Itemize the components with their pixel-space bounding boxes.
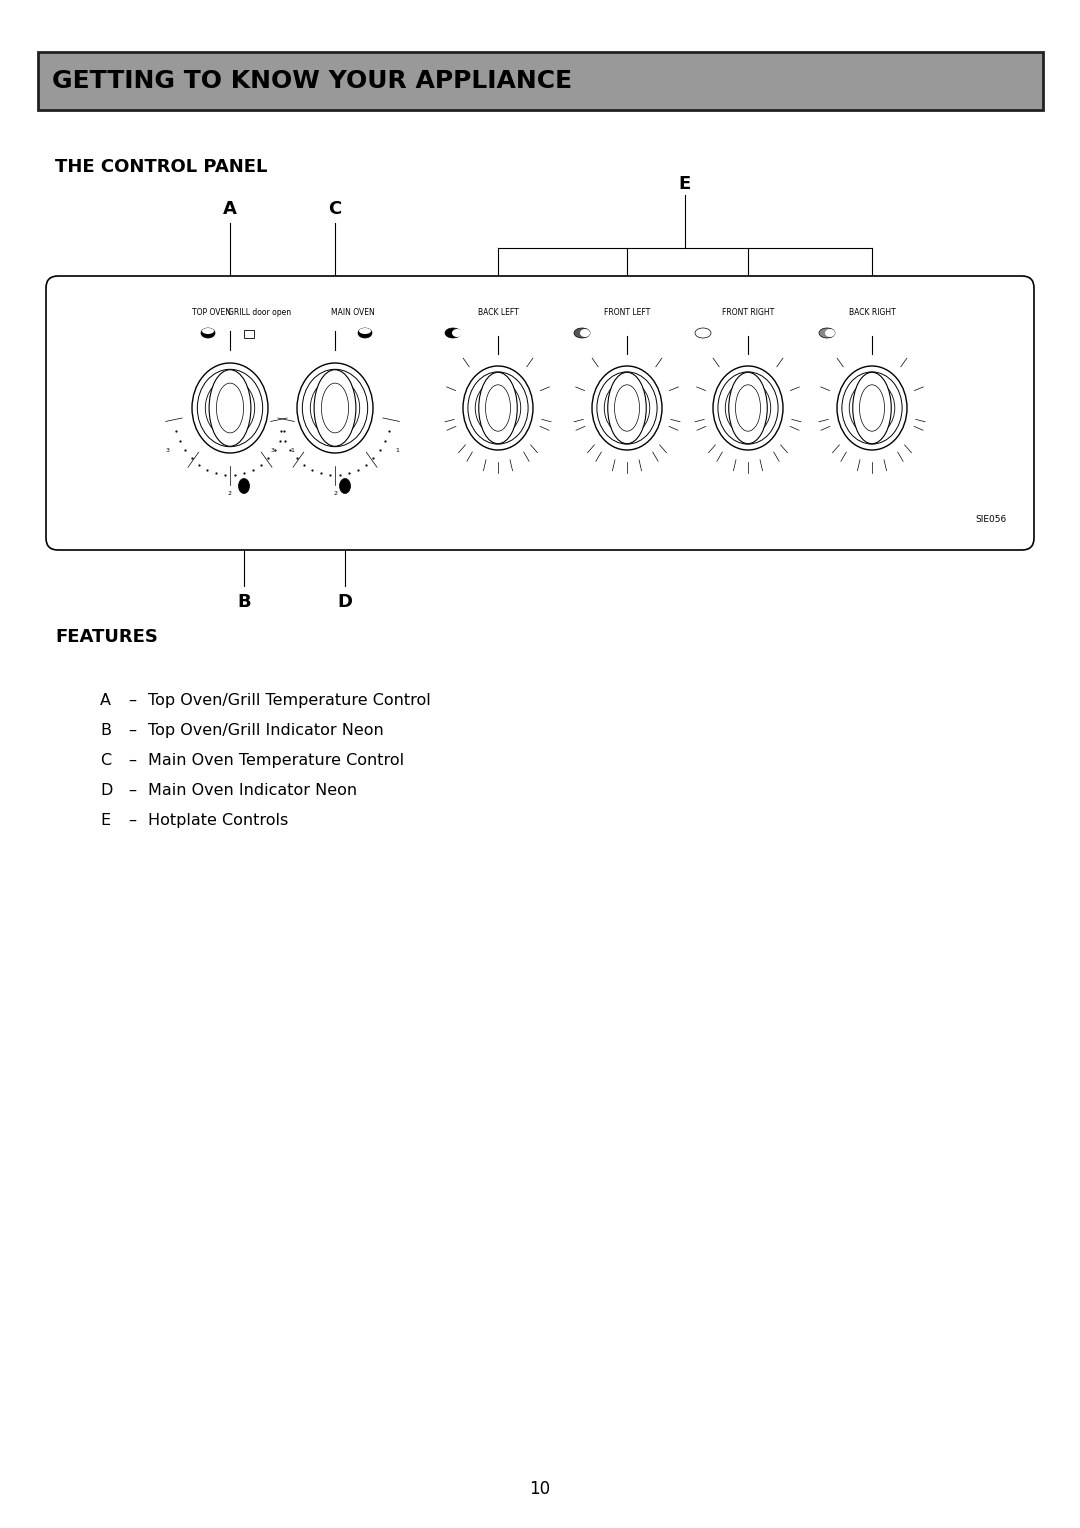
Ellipse shape (615, 385, 639, 431)
Ellipse shape (597, 371, 657, 445)
Text: SIE056: SIE056 (975, 515, 1007, 524)
Text: FRONT RIGHT: FRONT RIGHT (721, 309, 774, 316)
Ellipse shape (604, 380, 650, 435)
Ellipse shape (853, 373, 891, 443)
Ellipse shape (445, 329, 461, 338)
Ellipse shape (314, 370, 356, 446)
Text: C: C (100, 753, 111, 769)
Text: TOP OVEN: TOP OVEN (192, 309, 231, 316)
Text: BACK RIGHT: BACK RIGHT (849, 309, 895, 316)
Ellipse shape (463, 367, 534, 451)
Text: –: – (129, 753, 136, 769)
Text: 3: 3 (165, 448, 170, 454)
Ellipse shape (842, 371, 902, 445)
Ellipse shape (837, 367, 907, 451)
Ellipse shape (718, 371, 778, 445)
Text: GETTING TO KNOW YOUR APPLIANCE: GETTING TO KNOW YOUR APPLIANCE (52, 69, 572, 93)
Text: –: – (129, 723, 136, 738)
Ellipse shape (359, 329, 372, 335)
Text: B: B (238, 593, 251, 611)
Ellipse shape (239, 478, 249, 494)
Ellipse shape (729, 373, 767, 443)
Ellipse shape (357, 329, 372, 338)
Text: 2: 2 (228, 490, 232, 497)
FancyBboxPatch shape (46, 277, 1034, 550)
Text: MAIN OVEN: MAIN OVEN (332, 309, 375, 316)
Text: E: E (679, 176, 691, 193)
Ellipse shape (468, 371, 528, 445)
Ellipse shape (202, 329, 214, 335)
Ellipse shape (860, 385, 885, 431)
Ellipse shape (573, 329, 590, 338)
Text: A: A (100, 694, 111, 707)
Ellipse shape (735, 385, 760, 431)
Ellipse shape (849, 380, 894, 435)
Text: B: B (100, 723, 111, 738)
Text: Main Oven Temperature Control: Main Oven Temperature Control (148, 753, 404, 769)
Ellipse shape (580, 329, 590, 338)
Text: 2: 2 (333, 490, 337, 497)
Text: D: D (337, 593, 352, 611)
Ellipse shape (310, 379, 360, 437)
Ellipse shape (210, 370, 251, 446)
Text: –: – (129, 694, 136, 707)
Ellipse shape (592, 367, 662, 451)
Ellipse shape (486, 385, 511, 431)
Text: Top Oven/Grill Indicator Neon: Top Oven/Grill Indicator Neon (148, 723, 383, 738)
Ellipse shape (608, 373, 646, 443)
Ellipse shape (453, 329, 462, 338)
Text: A: A (224, 200, 237, 219)
Text: C: C (328, 200, 341, 219)
Ellipse shape (478, 373, 517, 443)
Text: D: D (100, 782, 112, 798)
Text: THE CONTROL PANEL: THE CONTROL PANEL (55, 157, 268, 176)
Ellipse shape (216, 384, 244, 432)
Text: Hotplate Controls: Hotplate Controls (148, 813, 288, 828)
Ellipse shape (192, 364, 268, 452)
Ellipse shape (198, 370, 262, 446)
Text: FEATURES: FEATURES (55, 628, 158, 646)
Ellipse shape (726, 380, 771, 435)
Text: 3: 3 (270, 448, 274, 454)
Ellipse shape (713, 367, 783, 451)
Ellipse shape (201, 329, 215, 338)
Text: –: – (129, 813, 136, 828)
Text: BACK LEFT: BACK LEFT (477, 309, 518, 316)
Ellipse shape (825, 329, 835, 338)
FancyBboxPatch shape (38, 52, 1043, 110)
FancyBboxPatch shape (244, 330, 254, 338)
Text: –: – (129, 782, 136, 798)
Text: GRILL door open: GRILL door open (229, 309, 292, 316)
Text: E: E (100, 813, 110, 828)
Ellipse shape (322, 384, 349, 432)
Text: 10: 10 (529, 1481, 551, 1497)
Text: Main Oven Indicator Neon: Main Oven Indicator Neon (148, 782, 357, 798)
Text: Top Oven/Grill Temperature Control: Top Oven/Grill Temperature Control (148, 694, 431, 707)
Text: 1: 1 (395, 448, 400, 454)
Ellipse shape (819, 329, 835, 338)
Ellipse shape (302, 370, 367, 446)
Text: FRONT LEFT: FRONT LEFT (604, 309, 650, 316)
Ellipse shape (696, 329, 711, 338)
Ellipse shape (475, 380, 521, 435)
Ellipse shape (339, 478, 351, 494)
Ellipse shape (297, 364, 373, 452)
Ellipse shape (205, 379, 255, 437)
Text: 1: 1 (291, 448, 295, 454)
